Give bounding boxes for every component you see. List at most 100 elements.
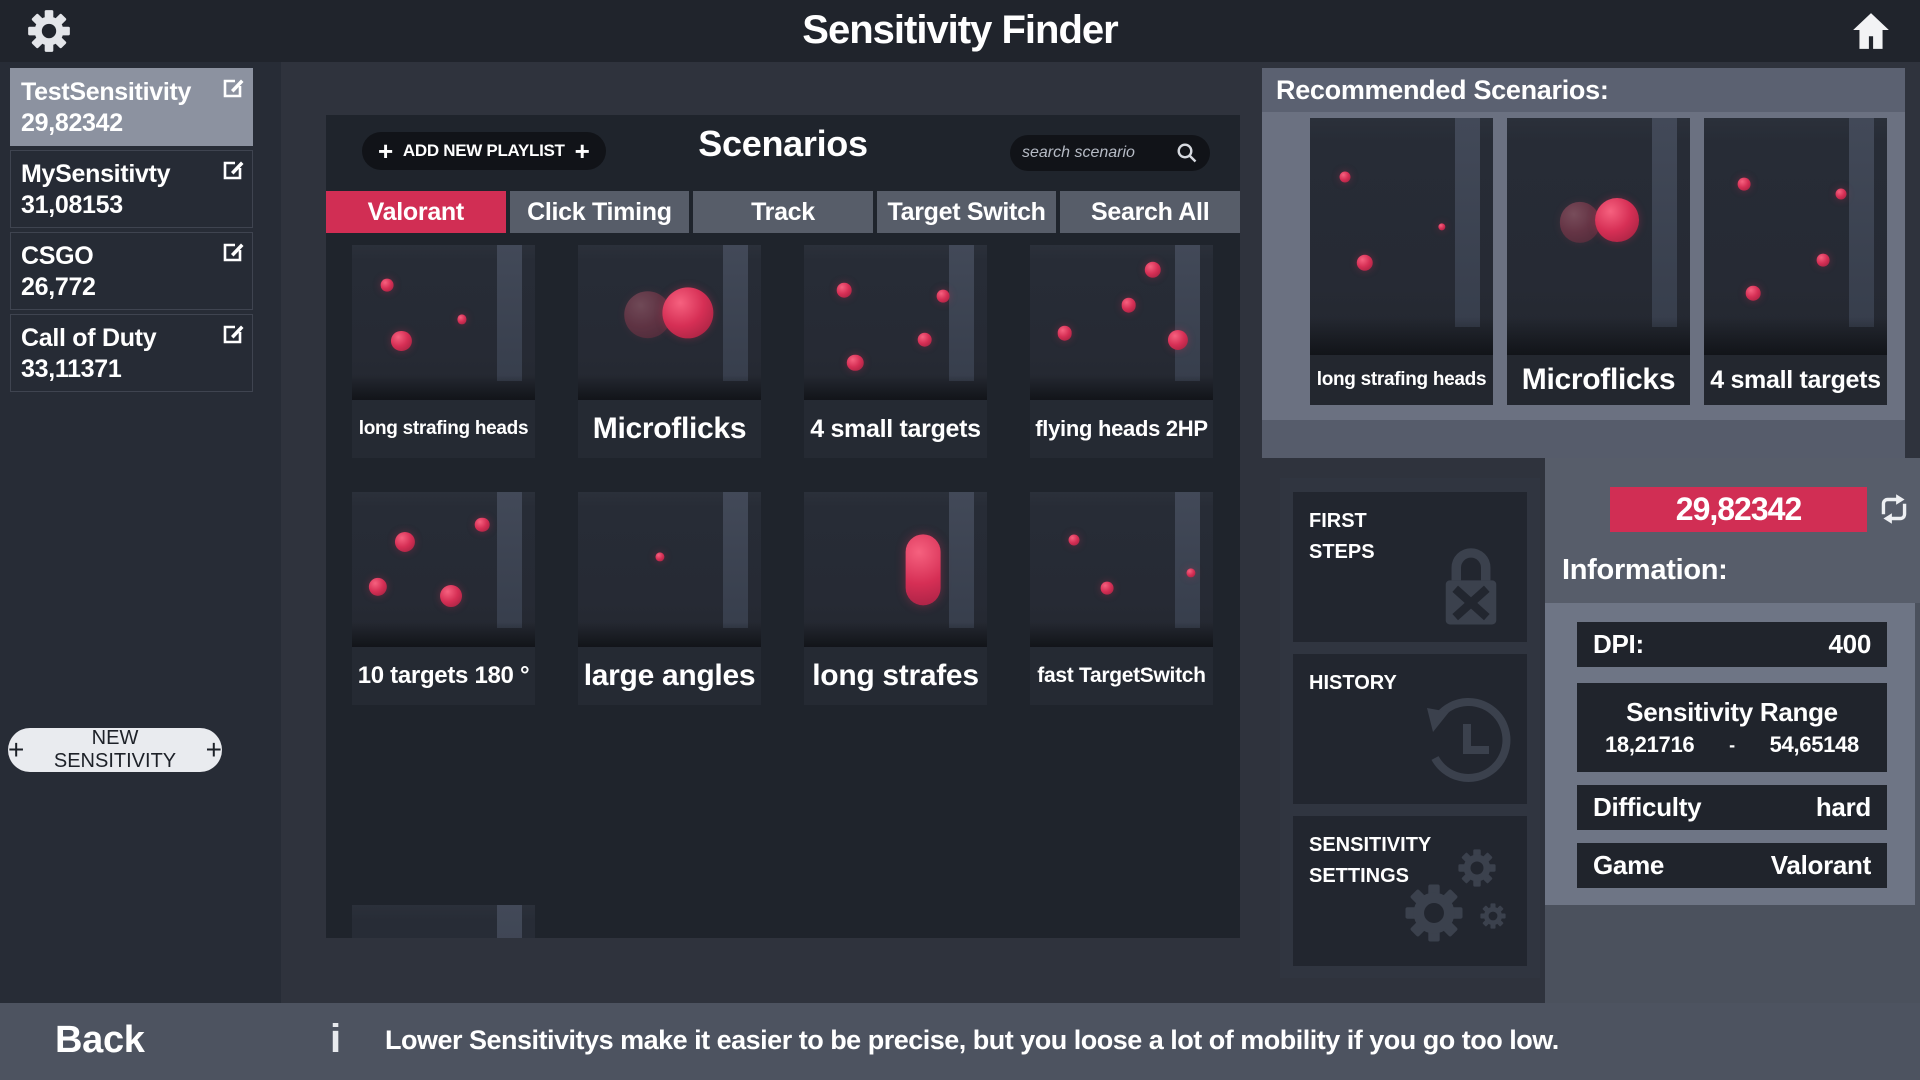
scenario-card[interactable]: Microflicks [578, 245, 761, 458]
scenario-label: flying heads 2HP [1030, 400, 1213, 458]
pillar-decoration [1848, 118, 1875, 327]
back-button[interactable]: Back [55, 1019, 145, 1061]
floor-shadow [1704, 317, 1887, 355]
scenario-card[interactable]: 4 small targets [804, 245, 987, 458]
scenario-card-partial[interactable] [352, 905, 535, 938]
scenario-card[interactable]: fast TargetSwitch [1030, 492, 1213, 705]
pillar-decoration [1174, 245, 1201, 382]
floor-shadow [1030, 622, 1213, 647]
target-ball [474, 517, 490, 532]
history-label: HISTORY [1309, 672, 1397, 694]
scenario-thumbnail [1030, 492, 1213, 647]
scenario-label: Microflicks [1507, 355, 1690, 405]
edit-icon[interactable] [221, 76, 245, 100]
playlist-tab[interactable]: Valorant [326, 191, 506, 233]
scenario-card[interactable]: large angles [578, 492, 761, 705]
floor-shadow [352, 622, 535, 647]
scenario-card[interactable]: Microflicks [1507, 118, 1690, 405]
sensitivity-item[interactable]: Call of Duty 33,11371 [10, 314, 253, 392]
scenario-search-input[interactable] [1022, 144, 1168, 162]
edit-icon[interactable] [221, 158, 245, 182]
floor-shadow [804, 622, 987, 647]
game-value: Valorant [1770, 850, 1872, 880]
plus-icon: + [378, 135, 393, 166]
range-max: 54,65148 [1769, 732, 1860, 757]
home-icon[interactable] [1850, 10, 1892, 52]
floor-shadow [578, 622, 761, 647]
edit-icon[interactable] [221, 322, 245, 346]
history-button[interactable]: HISTORY [1293, 654, 1527, 804]
sensitivity-name: TestSensitivity [21, 78, 192, 106]
target-ball [1737, 177, 1751, 191]
target-ball [836, 282, 852, 298]
target-ball [1144, 261, 1161, 279]
add-playlist-button[interactable]: + ADD NEW PLAYLIST + [362, 132, 606, 170]
target-ball [1356, 254, 1374, 271]
sensitivity-settings-button[interactable]: SENSITIVITY SETTINGS [1293, 816, 1527, 966]
floor-shadow [804, 375, 987, 400]
bottom-bar: Back i Lower Sensitivitys make it easier… [0, 1003, 1920, 1080]
sync-sensitivity-icon[interactable] [1875, 490, 1913, 528]
sensitivity-list: TestSensitivity 29,82342 MySensitivty 31… [10, 68, 253, 392]
playlist-tab[interactable]: Click Timing [509, 191, 690, 233]
dpi-row: DPI: 400 [1577, 622, 1887, 667]
target-ball [1746, 286, 1761, 301]
playlist-tab[interactable]: Search All [1060, 191, 1240, 233]
search-icon[interactable] [1176, 142, 1198, 164]
target-ball [1835, 188, 1847, 200]
target-ball [936, 289, 950, 303]
scenario-card[interactable]: 4 small targets [1704, 118, 1887, 405]
page-title: Sensitivity Finder [802, 8, 1118, 52]
pillar-decoration [948, 492, 975, 629]
target-ball [1560, 202, 1601, 243]
current-sensitivity-block: 29,82342 Information: [1545, 458, 1920, 603]
floor-shadow [352, 375, 535, 400]
sensitivity-item[interactable]: TestSensitivity 29,82342 [10, 68, 253, 146]
edit-icon[interactable] [221, 240, 245, 264]
scenario-card[interactable]: long strafing heads [1310, 118, 1493, 405]
floor-shadow [1310, 317, 1493, 355]
target-ball [1186, 568, 1196, 578]
recommended-panel-footer [1262, 420, 1905, 458]
sensitivity-item[interactable]: MySensitivty 31,08153 [10, 150, 253, 228]
target-ball [917, 332, 933, 347]
scenario-label: large angles [578, 647, 761, 705]
scenario-label: 4 small targets [804, 400, 987, 458]
scenario-label: Microflicks [578, 400, 761, 458]
scenarios-title: Scenarios [698, 123, 868, 164]
scenario-card[interactable]: long strafing heads [352, 245, 535, 458]
scenario-card[interactable]: 10 targets 180 ° [352, 492, 535, 705]
scenario-thumbnail [578, 492, 761, 647]
settings-gear-icon[interactable] [26, 8, 72, 54]
scenario-grid: long strafing heads Microflicks 4 small … [352, 245, 1220, 705]
playlist-tab[interactable]: Target Switch [876, 191, 1057, 233]
scenario-thumbnail [352, 245, 535, 400]
range-title: Sensitivity Range [1626, 697, 1838, 727]
scenario-card[interactable]: long strafes [804, 492, 987, 705]
scenario-thumbnail [1704, 118, 1887, 355]
sensitivity-item[interactable]: CSGO 26,772 [10, 232, 253, 310]
scenario-thumbnail [352, 492, 535, 647]
recommended-panel: Recommended Scenarios: long strafing hea… [1262, 68, 1905, 420]
playlist-tab[interactable]: Track [693, 191, 873, 233]
target-ball [395, 531, 416, 552]
dpi-value: 400 [1828, 629, 1872, 659]
pillar-decoration [496, 245, 523, 382]
sensitivity-settings-label: SENSITIVITY SETTINGS [1309, 834, 1431, 887]
pillar-decoration [1174, 492, 1201, 629]
pillar-decoration [722, 245, 749, 382]
dpi-label: DPI: [1593, 629, 1644, 659]
sensitivity-name: CSGO [21, 242, 94, 270]
difficulty-label: Difficulty [1593, 792, 1702, 822]
first-steps-button[interactable]: FIRST STEPS [1293, 492, 1527, 642]
scenario-label: long strafing heads [1310, 355, 1493, 405]
sensitivity-name: MySensitivty [21, 160, 171, 188]
scenarios-panel: Scenarios + ADD NEW PLAYLIST + ValorantC… [326, 115, 1240, 938]
new-sensitivity-button[interactable]: + NEW SENSITIVITY + [8, 727, 222, 772]
scenario-card[interactable]: flying heads 2HP [1030, 245, 1213, 458]
scenario-label: 10 targets 180 ° [352, 647, 535, 705]
sensitivity-value: 33,11371 [21, 355, 122, 383]
floor-shadow [1507, 317, 1690, 355]
target-ball [1594, 197, 1639, 242]
recommended-title: Recommended Scenarios: [1262, 68, 1905, 112]
